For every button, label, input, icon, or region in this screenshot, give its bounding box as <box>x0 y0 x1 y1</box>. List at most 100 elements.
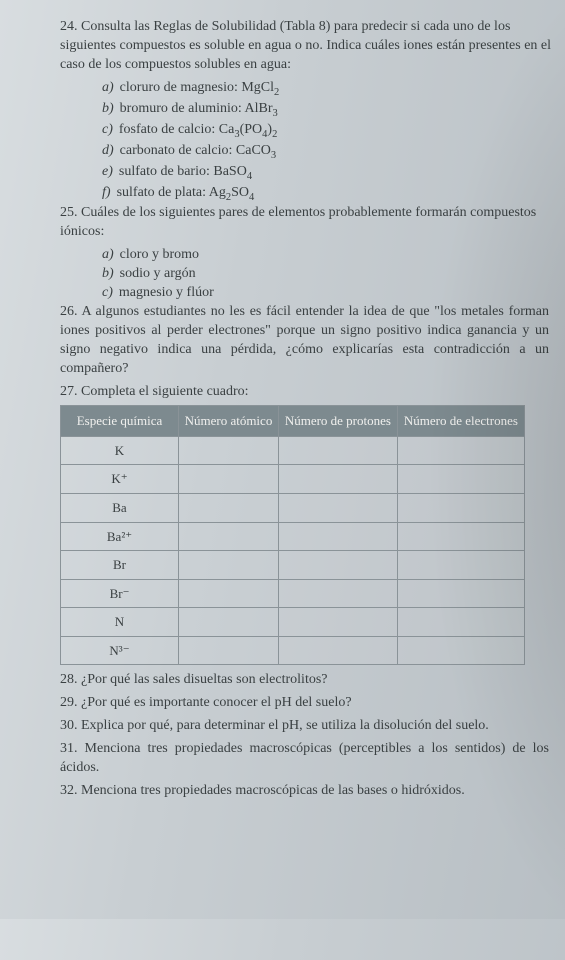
opt-text: cloruro de magnesio: MgCl2 <box>120 80 280 95</box>
cell-species: N <box>61 608 179 637</box>
q28-text: ¿Por qué las sales disueltas son electro… <box>81 672 328 687</box>
table-row: N³⁻ <box>61 636 525 665</box>
cell-empty <box>278 465 397 494</box>
cell-empty <box>278 579 397 608</box>
q27-num: 27. <box>60 384 78 399</box>
q24-opt-a: a) cloruro de magnesio: MgCl2 <box>60 79 555 100</box>
table-row: Ba²⁺ <box>61 522 525 551</box>
cell-species: Ba²⁺ <box>61 522 179 551</box>
q28-num: 28. <box>60 672 78 687</box>
cell-empty <box>179 636 279 665</box>
cell-empty <box>179 465 279 494</box>
question-31: 31. Menciona tres propiedades macroscópi… <box>60 740 555 778</box>
cell-empty <box>397 465 524 494</box>
opt-text: sodio y argón <box>120 266 196 281</box>
cell-species: Br <box>61 551 179 580</box>
q31-num: 31. <box>60 741 78 756</box>
opt-text: sulfato de plata: Ag2SO4 <box>117 185 255 200</box>
q25-opt-c: c) magnesio y flúor <box>60 284 555 303</box>
q25-text: Cuáles de los siguientes pares de elemen… <box>60 205 536 239</box>
q32-num: 32. <box>60 783 78 798</box>
table-row: Ba <box>61 494 525 523</box>
cell-species: Br⁻ <box>61 579 179 608</box>
q26-text: A algunos estudiantes no les es fácil en… <box>60 304 549 376</box>
cell-empty <box>179 551 279 580</box>
cell-empty <box>397 608 524 637</box>
col-especie: Especie química <box>61 406 179 437</box>
opt-text: fosfato de calcio: Ca3(PO4)2 <box>119 122 277 137</box>
q25-opt-a: a) cloro y bromo <box>60 246 555 265</box>
q25-num: 25. <box>60 205 78 220</box>
col-electrones: Número de electrones <box>397 406 524 437</box>
q24-opt-f: f) sulfato de plata: Ag2SO4 <box>60 184 555 205</box>
cell-empty <box>278 636 397 665</box>
question-32: 32. Menciona tres propiedades macroscópi… <box>60 782 555 801</box>
question-28: 28. ¿Por qué las sales disueltas son ele… <box>60 671 555 690</box>
table-row: K <box>61 436 525 465</box>
opt-letter: a) <box>102 247 114 262</box>
opt-letter: e) <box>102 164 113 179</box>
cell-species: N³⁻ <box>61 636 179 665</box>
opt-letter: c) <box>102 285 113 300</box>
table-body: K K⁺ Ba Ba²⁺ Br Br⁻ N N³⁻ <box>61 436 525 664</box>
question-27: 27. Completa el siguiente cuadro: <box>60 383 555 402</box>
cell-empty <box>397 551 524 580</box>
opt-text: cloro y bromo <box>120 247 199 262</box>
cell-empty <box>278 551 397 580</box>
cell-empty <box>278 436 397 465</box>
cell-empty <box>397 636 524 665</box>
q29-num: 29. <box>60 695 78 710</box>
q27-text: Completa el siguiente cuadro: <box>81 384 249 399</box>
cell-empty <box>278 522 397 551</box>
species-table: Especie química Número atómico Número de… <box>60 405 525 665</box>
table-row: Br <box>61 551 525 580</box>
cell-empty <box>397 494 524 523</box>
q26-num: 26. <box>60 304 78 319</box>
question-24: 24. Consulta las Reglas de Solubilidad (… <box>60 18 555 75</box>
opt-text: bromuro de aluminio: AlBr3 <box>120 101 278 116</box>
q24-opt-e: e) sulfato de bario: BaSO4 <box>60 163 555 184</box>
table-header-row: Especie química Número atómico Número de… <box>61 406 525 437</box>
cell-species: K <box>61 436 179 465</box>
cell-empty <box>278 494 397 523</box>
opt-text: sulfato de bario: BaSO4 <box>119 164 252 179</box>
q24-opt-d: d) carbonato de calcio: CaCO3 <box>60 142 555 163</box>
q24-opt-c: c) fosfato de calcio: Ca3(PO4)2 <box>60 121 555 142</box>
cell-empty <box>397 436 524 465</box>
col-numero-atomico: Número atómico <box>179 406 279 437</box>
cell-empty <box>179 522 279 551</box>
opt-letter: b) <box>102 101 114 116</box>
q24-num: 24. <box>60 19 78 34</box>
opt-letter: d) <box>102 143 114 158</box>
cell-species: K⁺ <box>61 465 179 494</box>
cell-species: Ba <box>61 494 179 523</box>
col-protones: Número de protones <box>278 406 397 437</box>
cell-empty <box>179 608 279 637</box>
cell-empty <box>397 522 524 551</box>
cell-empty <box>179 494 279 523</box>
cell-empty <box>179 436 279 465</box>
q25-opt-b: b) sodio y argón <box>60 265 555 284</box>
cell-empty <box>397 579 524 608</box>
q30-num: 30. <box>60 718 78 733</box>
opt-letter: b) <box>102 266 114 281</box>
q32-text: Menciona tres propiedades macroscópicas … <box>81 783 465 798</box>
q29-text: ¿Por qué es importante conocer el pH del… <box>81 695 352 710</box>
q31-text: Menciona tres propiedades macroscópicas … <box>60 741 549 775</box>
question-25: 25. Cuáles de los siguientes pares de el… <box>60 204 555 242</box>
opt-text: magnesio y flúor <box>119 285 214 300</box>
cell-empty <box>278 608 397 637</box>
opt-letter: f) <box>102 185 111 200</box>
opt-letter: a) <box>102 80 114 95</box>
table-row: Br⁻ <box>61 579 525 608</box>
opt-text: carbonato de calcio: CaCO3 <box>120 143 276 158</box>
table-row: K⁺ <box>61 465 525 494</box>
table-row: N <box>61 608 525 637</box>
q30-text: Explica por qué, para determinar el pH, … <box>81 718 489 733</box>
cell-empty <box>179 579 279 608</box>
q24-text: Consulta las Reglas de Solubilidad (Tabl… <box>60 19 551 72</box>
opt-letter: c) <box>102 122 113 137</box>
question-30: 30. Explica por qué, para determinar el … <box>60 717 555 736</box>
question-26: 26. A algunos estudiantes no les es fáci… <box>60 303 555 379</box>
question-29: 29. ¿Por qué es importante conocer el pH… <box>60 694 555 713</box>
